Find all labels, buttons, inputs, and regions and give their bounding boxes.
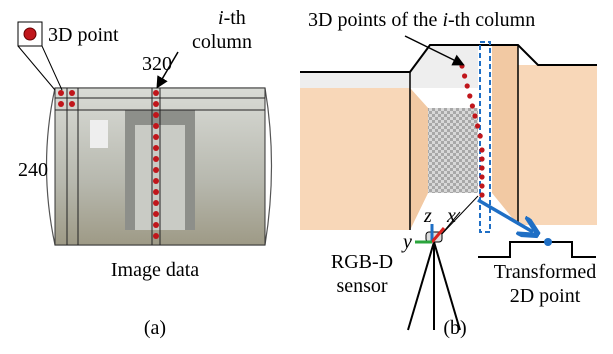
x-label: x: [446, 205, 456, 227]
point: [153, 156, 159, 162]
panel-tag: (a): [144, 317, 166, 339]
point: [153, 233, 159, 239]
poster: [90, 120, 108, 148]
point: [153, 211, 159, 217]
point: [479, 165, 484, 170]
inset-point: [24, 28, 36, 40]
sensor-ray: [440, 196, 478, 236]
point: [58, 90, 64, 96]
point: [479, 174, 484, 179]
label-part: -th column: [448, 9, 535, 31]
point: [467, 93, 472, 98]
figure: 3D point i-th column 320 240 Image data …: [0, 0, 613, 349]
point: [153, 178, 159, 184]
point: [69, 90, 75, 96]
output-label: Transformed: [494, 261, 597, 283]
y-label: y: [401, 231, 412, 253]
point: [153, 90, 159, 96]
point: [459, 63, 464, 68]
column-label: i-th: [218, 7, 246, 29]
point: [479, 156, 484, 161]
point: [153, 123, 159, 129]
point: [479, 192, 484, 197]
point-2d: [544, 238, 552, 246]
point: [475, 123, 480, 128]
column-points-label: 3D points of the i-th column: [308, 9, 535, 31]
sensor-label: RGB-D: [331, 251, 393, 273]
z-label: z: [423, 205, 432, 227]
legend-label: 3D point: [48, 24, 119, 46]
point: [462, 73, 467, 78]
label-part: 3D points of the: [308, 9, 442, 31]
width-label: 320: [142, 53, 172, 75]
right-wall: [518, 65, 597, 225]
point: [479, 183, 484, 188]
column-label-rest: -th: [224, 7, 246, 29]
point: [153, 101, 159, 107]
column-label-line2: column: [192, 31, 252, 53]
ceiling: [300, 45, 478, 88]
point: [479, 147, 484, 152]
point: [153, 134, 159, 140]
point: [465, 83, 470, 88]
panel-tag: (b): [443, 317, 466, 339]
point: [470, 103, 475, 108]
point: [472, 113, 477, 118]
point: [478, 133, 483, 138]
point: [153, 200, 159, 206]
panel-a: 3D point i-th column 320 240 Image data …: [18, 7, 272, 339]
point: [153, 112, 159, 118]
point: [153, 222, 159, 228]
output-label: 2D point: [510, 285, 581, 307]
caption: Image data: [111, 259, 199, 281]
height-label: 240: [18, 159, 48, 181]
corridor: [428, 108, 478, 193]
point: [153, 145, 159, 151]
left-wall: [300, 88, 428, 230]
inset-leader: [42, 46, 62, 90]
tripod-leg: [408, 242, 434, 330]
point: [153, 189, 159, 195]
inset-leader: [18, 46, 55, 90]
right-wall-side: [492, 45, 518, 225]
profile-2d: [478, 242, 596, 257]
panel-b: 3D points of the i-th column z x y RGB-D…: [300, 9, 597, 339]
point: [58, 101, 64, 107]
point: [69, 101, 75, 107]
sensor-label: sensor: [336, 275, 387, 297]
point: [153, 167, 159, 173]
